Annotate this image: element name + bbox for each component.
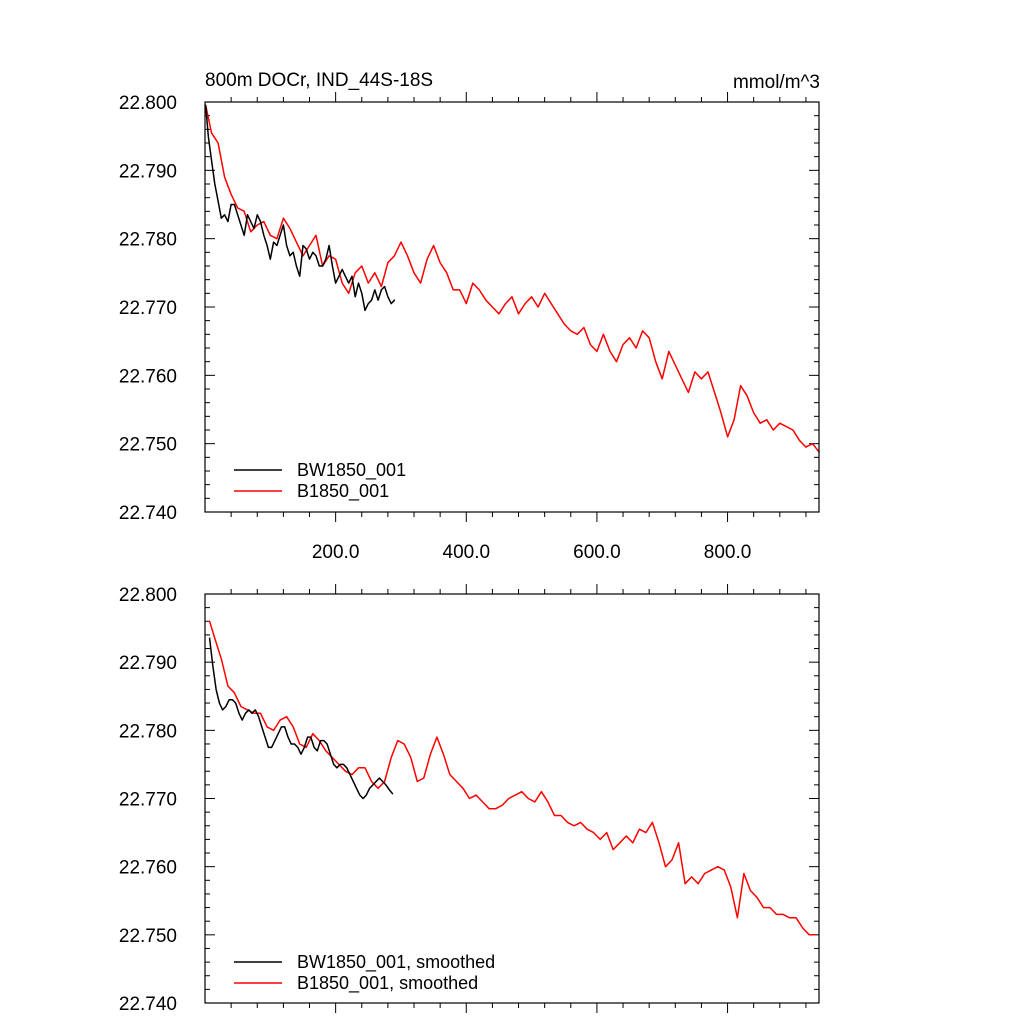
bottom-axes-ticks (205, 584, 819, 1013)
bottom-panel: 22.740 22.750 22.760 22.770 22.780 22.790 22.8… (119, 584, 820, 1015)
y-tick-label: 22.800 (119, 93, 177, 114)
bottom-plot-frame (204, 593, 820, 1004)
y-tick-label: 22.770 (119, 790, 177, 811)
y-tick-label: 22.740 (119, 994, 177, 1015)
y-tick-label: 22.790 (119, 161, 177, 182)
bottom-legend-label-bw1850: BW1850_001, smoothed (297, 952, 495, 973)
top-series-line-bw1850 (204, 104, 396, 312)
top-title-left: 800m DOCr, IND_44S-18S (205, 70, 433, 91)
y-tick-label: 22.780 (119, 721, 177, 742)
bottom-series-line-bw1850 (208, 637, 394, 800)
top-tick-labels: 22.740 22.750 22.760 22.770 22.780 22.790 22.8… (119, 93, 751, 563)
x-tick-label: 200.0 (312, 542, 360, 563)
y-tick-label: 22.750 (119, 435, 177, 456)
x-tick-label: 400.0 (443, 542, 491, 563)
top-axes-ticks (205, 92, 819, 522)
y-tick-label: 22.760 (119, 858, 177, 879)
x-tick-label: 800.0 (704, 542, 752, 563)
y-tick-label: 22.800 (119, 585, 177, 606)
top-legend: BW1850_001 B1850_001 (234, 460, 406, 502)
bottom-legend: BW1850_001, smoothed B1850_001, smoothed (234, 952, 495, 994)
bottom-series-line-b1850 (208, 620, 817, 936)
y-tick-label: 22.740 (119, 503, 177, 524)
y-tick-label: 22.750 (119, 926, 177, 947)
top-plot-frame (204, 101, 820, 513)
y-tick-label: 22.780 (119, 230, 177, 251)
top-legend-label-b1850: B1850_001 (297, 481, 389, 502)
top-series-line-b1850 (204, 104, 820, 453)
y-tick-label: 22.760 (119, 366, 177, 387)
top-title-right: mmol/m^3 (733, 72, 820, 93)
bottom-legend-label-b1850: B1850_001, smoothed (297, 973, 478, 994)
top-panel: 800m DOCr, IND_44S-18S mmol/m^3 22.74022… (119, 70, 820, 563)
bottom-series-lines (208, 620, 817, 936)
bottom-tick-labels: 22.740 22.750 22.760 22.770 22.780 22.790 22.8… (119, 585, 177, 1015)
top-series-lines (204, 104, 820, 453)
y-tick-label: 22.790 (119, 653, 177, 674)
top-legend-label-bw1850: BW1850_001 (297, 460, 406, 481)
y-tick-label: 22.770 (119, 298, 177, 319)
x-tick-label: 600.0 (573, 542, 621, 563)
